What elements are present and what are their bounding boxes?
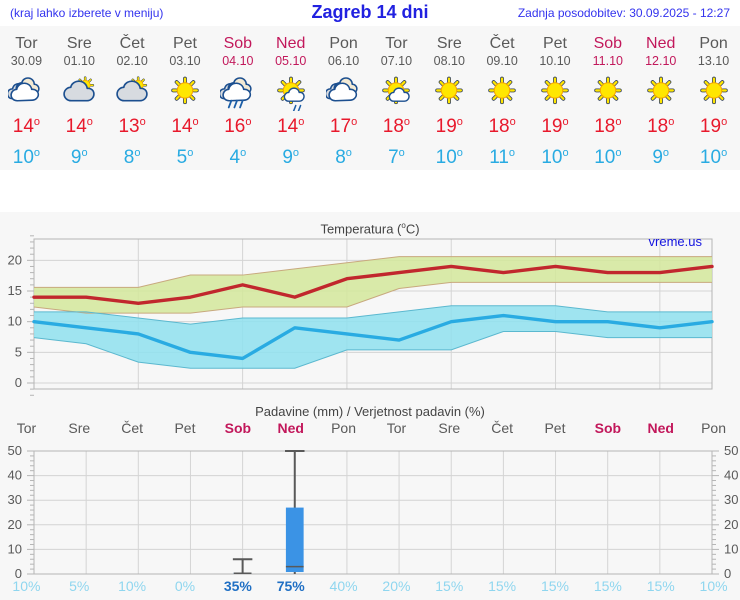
svg-text:0: 0 bbox=[15, 375, 22, 390]
svg-text:30: 30 bbox=[8, 492, 22, 507]
svg-text:10: 10 bbox=[8, 541, 22, 556]
svg-text:20: 20 bbox=[8, 517, 22, 532]
svg-text:15: 15 bbox=[8, 283, 22, 298]
svg-text:10: 10 bbox=[8, 314, 22, 329]
svg-text:5: 5 bbox=[15, 344, 22, 359]
svg-text:50: 50 bbox=[8, 443, 22, 458]
svg-text:20: 20 bbox=[8, 252, 22, 267]
svg-text:40: 40 bbox=[8, 468, 22, 483]
svg-text:50: 50 bbox=[724, 443, 738, 458]
svg-text:10: 10 bbox=[724, 541, 738, 556]
svg-text:30: 30 bbox=[724, 492, 738, 507]
svg-text:40: 40 bbox=[724, 468, 738, 483]
svg-text:20: 20 bbox=[724, 517, 738, 532]
